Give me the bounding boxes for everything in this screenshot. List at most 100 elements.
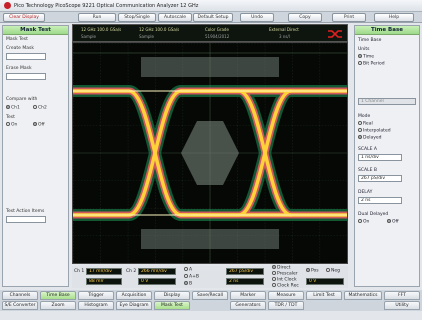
mask-test-panel-title: Mask Test	[3, 26, 68, 35]
scale-b-input[interactable]: 267 pS/div	[358, 175, 402, 182]
scale-a-label: SCALE A	[358, 147, 377, 152]
radio-on-icon	[358, 135, 362, 139]
tab-row-primary: Channels Time Base Trigger Acquisition D…	[0, 290, 422, 300]
radio-off-icon	[33, 105, 37, 109]
tab-acquisition[interactable]: Acquisition	[116, 291, 152, 300]
ch1-scale-input[interactable]: 17 mV/div	[86, 268, 122, 275]
trigger-clock-rec-radio[interactable]: Clock Rec	[272, 283, 299, 289]
undo-button[interactable]: Undo	[240, 13, 274, 22]
eye-diagram-display[interactable]	[67, 42, 353, 264]
create-mask-button[interactable]	[6, 53, 46, 60]
timebase-b-radio[interactable]: B	[184, 281, 192, 287]
channel-control-strip: Ch 1 17 mV/div 88 mV Ch 2 266 mV/div 0 V…	[72, 265, 348, 289]
tab-time-base[interactable]: Time Base	[40, 291, 76, 300]
eye-diagram-svg	[67, 43, 353, 263]
units-label: Units	[358, 47, 370, 52]
radio-off-icon	[184, 274, 188, 278]
radio-on-icon	[33, 122, 37, 126]
ch2-label: Ch 2	[126, 269, 137, 274]
ch1-sample-rate: 100.0 GSa/s	[97, 27, 122, 32]
trigger-source-label: External Direct	[269, 27, 299, 32]
tab-save-recall[interactable]: Save/Recall	[192, 291, 228, 300]
slope-neg-radio[interactable]: Neg	[326, 268, 340, 274]
tab-tdr-tdt[interactable]: TDR / TDT	[268, 301, 304, 310]
tab-zoom[interactable]: Zoom	[40, 301, 76, 310]
radio-on-icon	[272, 265, 276, 269]
test-on-radio[interactable]: On	[6, 122, 17, 128]
tab-histogram[interactable]: Histogram	[78, 301, 114, 310]
test-off-radio[interactable]: Off	[33, 122, 45, 128]
radio-on-icon	[387, 219, 391, 223]
slope-pos-radio[interactable]: Pos	[306, 268, 319, 274]
timebase-a-input[interactable]: 267 pS/div	[226, 268, 264, 275]
tab-generators[interactable]: Generators	[230, 301, 266, 310]
delay-input[interactable]: 2 ns	[358, 197, 402, 204]
toolbar: Clear Display Run Stop/Single Autoscale …	[0, 12, 422, 23]
mode-delayed-radio[interactable]: Delayed	[358, 135, 382, 141]
print-button[interactable]: Print	[332, 13, 366, 22]
help-button[interactable]: Help	[374, 13, 414, 22]
trigger-prescaler-radio[interactable]: Prescaler	[272, 271, 298, 277]
trigger-level-input[interactable]: 0 V	[306, 278, 344, 285]
tab-display[interactable]: Display	[154, 291, 190, 300]
radio-off-icon	[272, 277, 276, 281]
radio-off-icon	[184, 267, 188, 271]
tab-channels[interactable]: Channels	[2, 291, 38, 300]
test-action-button[interactable]	[6, 216, 46, 223]
compare-ch1-radio[interactable]: Ch1	[6, 105, 20, 111]
default-setup-button[interactable]: Default Setup	[193, 13, 233, 22]
scale-a-input[interactable]: 1 ns/div	[358, 154, 402, 161]
units-time-radio[interactable]: Time	[358, 54, 374, 60]
radio-on-icon	[306, 268, 310, 272]
radio-off-icon	[358, 121, 362, 125]
ch2-offset-input[interactable]: 0 V	[138, 278, 176, 285]
tab-trigger[interactable]: Trigger	[78, 291, 114, 300]
run-button[interactable]: Run	[78, 13, 116, 22]
radio-off-icon	[358, 128, 362, 132]
stop-single-button[interactable]: Stop/Single	[118, 13, 156, 22]
radio-off-icon	[358, 219, 362, 223]
tab-limit-test[interactable]: Limit Test	[306, 291, 342, 300]
clear-display-button[interactable]: Clear Display	[3, 13, 45, 22]
autoscale-button[interactable]: Autoscale	[158, 13, 192, 22]
tab-se-converter[interactable]: S/E Converter	[2, 301, 38, 310]
eye-trace-group	[67, 85, 353, 221]
compare-ch2-radio[interactable]: Ch2	[33, 105, 47, 111]
test-label: Test	[6, 115, 15, 120]
mask-top-region	[141, 57, 279, 77]
tab-utility[interactable]: Utility	[384, 301, 420, 310]
dual-off-radio[interactable]: Off	[387, 219, 399, 225]
tab-eye-diagram[interactable]: Eye Diagram	[116, 301, 152, 310]
radio-off-icon	[326, 268, 330, 272]
channel-dropdown[interactable]: 1 Channel	[358, 98, 416, 105]
trigger-direct-radio[interactable]: Direct	[272, 265, 290, 271]
units-bit-period-radio[interactable]: Bit Period	[358, 61, 385, 67]
ch2-scale-input[interactable]: 266 mV/div	[138, 268, 176, 275]
dual-on-radio[interactable]: On	[358, 219, 369, 225]
ch2-frequency: 12 GHz	[139, 27, 154, 32]
tab-mask-test[interactable]: Mask Test	[154, 301, 190, 310]
mask-test-label: Mask Test	[6, 37, 28, 42]
tab-marker[interactable]: Marker	[230, 291, 266, 300]
erase-mask-button[interactable]	[6, 73, 46, 80]
radio-on-icon	[6, 105, 10, 109]
trigger-int-clock-radio[interactable]: Int Clock	[272, 277, 297, 283]
tab-measure[interactable]: Measure	[268, 291, 304, 300]
ch1-offset-input[interactable]: 88 mV	[86, 278, 122, 285]
copy-button[interactable]: Copy	[288, 13, 322, 22]
radio-on-icon	[184, 281, 188, 285]
mode-real-radio[interactable]: Real	[358, 121, 373, 127]
ch1-label: Ch 1	[74, 269, 85, 274]
radio-off-icon	[6, 122, 10, 126]
ch2-mode: Sample	[139, 34, 154, 39]
timebase-b-input[interactable]: 2 ns	[226, 278, 264, 285]
mode-interpolated-radio[interactable]: Interpolated	[358, 128, 391, 134]
timebase-a-radio[interactable]: A	[184, 267, 192, 273]
channel-info-strip: 12 GHz 100.0 GSa/s Sample 12 GHz 100.0 G…	[72, 24, 348, 42]
timebase-ab-radio[interactable]: A+B	[184, 274, 199, 280]
radio-off-icon	[272, 283, 276, 287]
tab-mathematics[interactable]: Mathematics	[344, 291, 382, 300]
mask-test-panel: Mask Test Mask Test Create Mask Erase Ma…	[2, 25, 69, 287]
tab-fft[interactable]: FFT	[384, 291, 420, 300]
